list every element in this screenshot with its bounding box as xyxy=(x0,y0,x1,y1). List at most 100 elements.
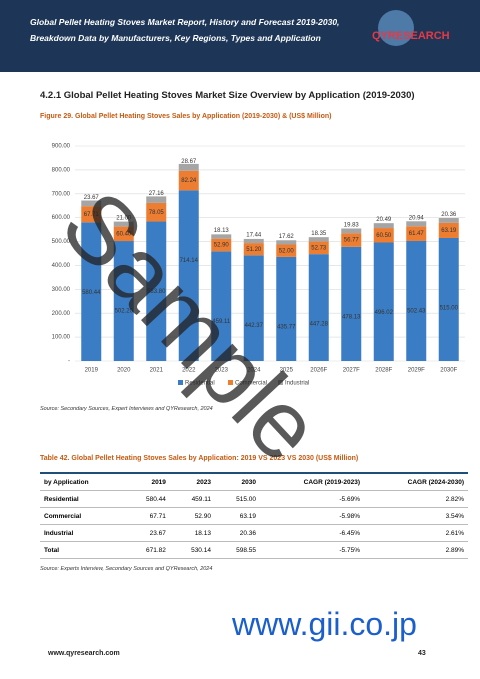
x-tick-label: 2022 xyxy=(182,368,196,374)
bar-segment xyxy=(113,226,134,242)
bar-segment xyxy=(178,170,199,191)
data-label: 478.13 xyxy=(342,314,361,320)
data-label: 63.19 xyxy=(441,228,457,234)
table-cell: 2.89% xyxy=(363,541,468,559)
bar-segment xyxy=(146,196,167,203)
table-cell: 67.71 xyxy=(124,507,170,525)
x-tick-label: 2025 xyxy=(280,368,294,374)
bar-segment xyxy=(373,223,394,229)
y-tick-label: 900.00 xyxy=(52,144,71,150)
table-cell: 20.36 xyxy=(214,524,261,542)
table-row: Industrial 23.67 18.13 20.36 -6.45% 2.61% xyxy=(40,524,468,542)
table-cell: 52.90 xyxy=(169,507,215,525)
table-row: Commercial 67.71 52.90 63.19 -5.98% 3.54% xyxy=(40,507,468,525)
y-tick-label: 100.00 xyxy=(52,335,71,341)
legend-swatch xyxy=(178,380,183,385)
data-label: 27.16 xyxy=(149,191,165,197)
table-row: Residential 580.44 459.11 515.00 -5.69% 2.82% xyxy=(40,490,468,508)
data-label: 18.35 xyxy=(311,231,327,237)
data-label: 20.94 xyxy=(409,215,425,221)
data-label: 23.67 xyxy=(84,195,100,201)
x-tick-label: 2024 xyxy=(247,368,261,374)
table-cell: Commercial xyxy=(40,507,125,525)
data-label: 459.11 xyxy=(212,319,231,325)
bar-segment xyxy=(308,237,329,242)
data-label: 447.28 xyxy=(310,322,329,328)
bar-segment xyxy=(341,233,362,247)
table-cell: 3.54% xyxy=(363,507,468,525)
data-label: 52.00 xyxy=(279,248,295,254)
y-tick-label: 700.00 xyxy=(52,191,71,197)
y-tick-label: 500.00 xyxy=(52,239,71,245)
table-cell: CAGR (2024-2030) xyxy=(363,472,468,491)
figure-caption: Figure 29. Global Pellet Heating Stoves … xyxy=(40,113,332,120)
table-cell: -5.98% xyxy=(260,507,364,525)
x-tick-label: 2023 xyxy=(215,368,229,374)
bar-segment xyxy=(276,256,297,361)
table-cell: 2019 xyxy=(124,472,170,491)
data-label: 20.49 xyxy=(376,217,392,223)
data-label: 19.83 xyxy=(344,222,360,228)
bar-segment xyxy=(243,238,264,244)
data-label: 67.71 xyxy=(84,212,100,218)
bar-segment xyxy=(276,240,297,245)
data-label: 82.24 xyxy=(181,178,197,184)
bar-segment xyxy=(81,200,102,207)
data-label: 17.62 xyxy=(279,234,295,240)
bar-segment xyxy=(178,163,199,171)
x-tick-label: 2029F xyxy=(408,368,425,374)
bar-segment xyxy=(113,241,134,361)
table-cell: -5.69% xyxy=(260,490,364,508)
table-cell: Industrial xyxy=(40,524,125,542)
legend-label: Residential xyxy=(185,381,215,387)
table-cell: 2023 xyxy=(169,472,215,491)
x-tick-label: 2026F xyxy=(310,368,327,374)
y-tick-label: - xyxy=(68,359,70,365)
data-label: 714.14 xyxy=(180,258,199,264)
x-tick-label: 2027F xyxy=(343,368,360,374)
table-row: by Application 2019 2023 2030 CAGR (2019-202… xyxy=(40,472,468,491)
bar-segment xyxy=(81,206,102,223)
header-title: Global Pellet Heating Stoves Market Repo… xyxy=(30,17,340,27)
bar-segment xyxy=(406,226,427,241)
bar-segment xyxy=(341,246,362,361)
table-cell: -5.75% xyxy=(260,541,364,559)
bar-segment xyxy=(243,255,264,361)
table-cell: 459.11 xyxy=(169,490,215,508)
bar-segment xyxy=(211,251,232,361)
table-cell: -6.45% xyxy=(260,524,364,542)
data-label: 502.20 xyxy=(115,309,134,315)
table-cell: Total xyxy=(40,541,125,559)
y-tick-label: 600.00 xyxy=(52,215,71,221)
x-tick-label: 2020 xyxy=(117,368,131,374)
watermark-site: www.gii.co.jp xyxy=(232,606,417,642)
data-label: 583.80 xyxy=(147,289,166,295)
data-label: 18.13 xyxy=(214,228,230,234)
table-cell: 63.19 xyxy=(214,507,261,525)
x-tick-label: 2019 xyxy=(85,368,99,374)
page-number: 43 xyxy=(418,650,426,657)
table-cell: Residential xyxy=(40,490,125,508)
table-row: Total 671.82 530.14 598.55 -5.75% 2.89% xyxy=(40,541,468,559)
table-cell: 530.14 xyxy=(169,541,215,559)
bar-segment xyxy=(113,221,134,227)
table-cell: CAGR (2019-2023) xyxy=(260,472,364,491)
legend-swatch xyxy=(278,380,283,385)
bar-segment xyxy=(373,228,394,243)
bar-segment xyxy=(341,228,362,234)
y-tick-label: 800.00 xyxy=(52,167,71,173)
bar-segment xyxy=(406,240,427,361)
table-cell: 18.13 xyxy=(169,524,215,542)
data-label: 52.90 xyxy=(214,243,230,249)
y-tick-label: 300.00 xyxy=(52,287,71,293)
bar-segment xyxy=(243,243,264,256)
bar-segment xyxy=(178,190,199,361)
data-label: 56.77 xyxy=(344,238,360,244)
x-tick-label: 2021 xyxy=(150,368,164,374)
bar-segment xyxy=(146,221,167,361)
data-label: 17.44 xyxy=(246,233,262,239)
legend-label: Industrial xyxy=(285,381,309,387)
data-label: 515.00 xyxy=(440,306,459,312)
y-tick-label: 200.00 xyxy=(52,311,71,317)
